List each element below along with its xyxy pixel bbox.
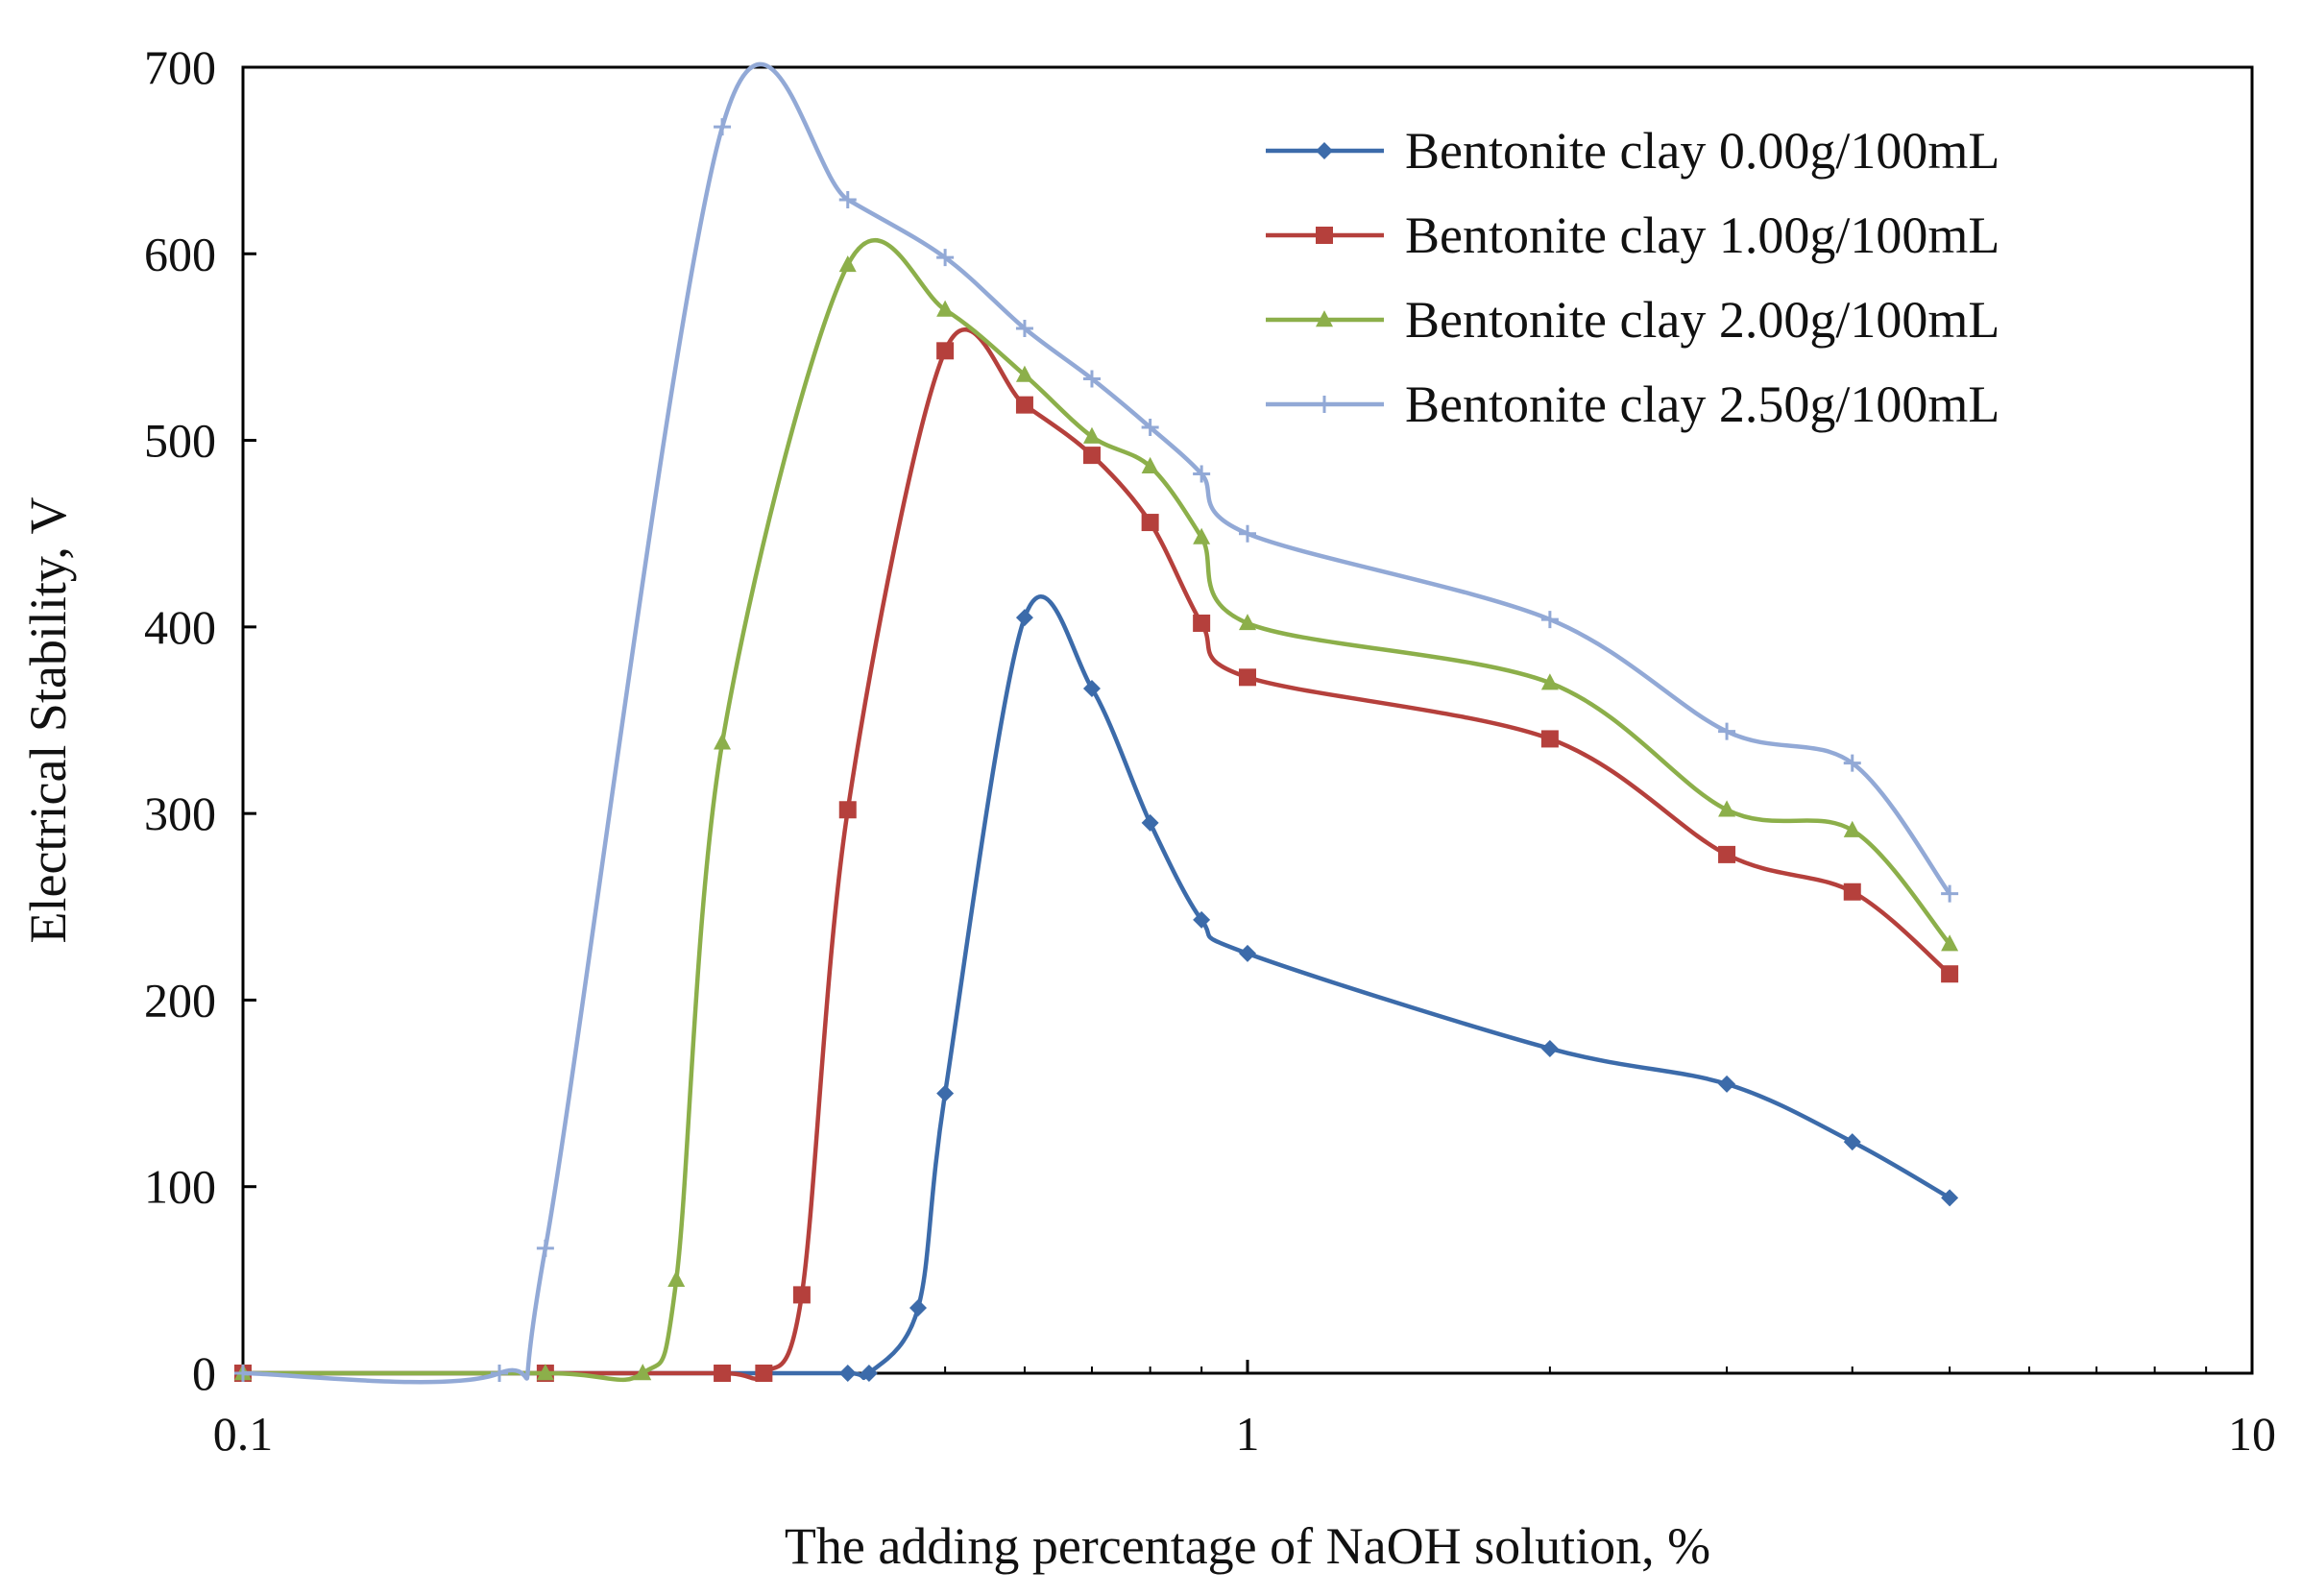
axis-ticks: 0 100 200 300 400 500 600 700 0.1 1 10 [144,40,2276,1461]
data-point-marker [1941,934,1959,952]
data-point-marker [1843,754,1861,772]
data-point-marker [1082,679,1101,697]
data-point-marker [1193,465,1211,483]
series-layer [234,61,1959,1385]
data-point-marker [1540,730,1559,748]
data-point-marker [1718,800,1736,817]
data-point-marker [1239,944,1256,962]
data-point-marker [838,190,857,208]
legend: Bentonite clay 0.00g/100mL Bentonite clay… [1266,122,1999,433]
data-point-marker [755,1365,773,1382]
data-point-marker [936,300,955,317]
y-tick-label: 100 [144,1160,216,1214]
data-point-marker [1015,320,1033,337]
data-point-marker [667,1270,686,1288]
data-point-marker [1015,396,1033,414]
y-tick-label: 500 [144,414,216,468]
data-point-marker [1193,910,1211,929]
data-point-marker [1141,813,1159,832]
data-point-marker [1015,609,1033,627]
data-point-marker [1239,524,1256,543]
data-point-marker [1239,614,1256,631]
data-point-marker [1082,426,1101,444]
data-point-marker [714,118,732,136]
data-point-marker [936,1084,955,1102]
data-point-marker [1316,310,1333,327]
x-axis-title: The adding percentage of NaOH solution, … [785,1517,1710,1575]
data-point-marker [860,1365,878,1382]
data-point-marker [936,249,955,267]
data-point-marker [1540,611,1559,629]
data-point-marker [1316,396,1333,413]
data-point-marker [1082,370,1101,388]
series-line [243,237,1951,1383]
data-point-marker [1239,668,1256,687]
series-3 [234,237,1959,1383]
data-point-marker [234,1365,252,1382]
legend-entry-3: Bentonite clay 2.00g/100mL [1266,291,1999,349]
y-tick-label: 200 [144,973,216,1027]
data-point-marker [536,1239,554,1257]
legend-entry-1: Bentonite clay 0.00g/100mL [1266,122,1999,180]
data-point-marker [634,1364,652,1381]
legend-entry-4: Bentonite clay 2.50g/100mL [1266,375,1999,433]
data-point-marker [909,1299,928,1317]
data-point-marker [714,1365,732,1382]
data-point-marker [536,1364,554,1381]
data-point-marker [838,1365,857,1382]
x-tick-label: 10 [2228,1407,2276,1461]
data-point-marker [1141,514,1159,532]
legend-label: Bentonite clay 2.00g/100mL [1405,291,1999,349]
data-point-marker [1141,418,1159,436]
data-point-marker [491,1365,509,1382]
y-tick-label: 400 [144,600,216,654]
data-point-marker [1843,1133,1861,1151]
series-line [243,327,1951,1382]
y-tick-label: 700 [144,40,216,94]
data-point-marker [1316,227,1333,244]
legend-label: Bentonite clay 2.50g/100mL [1405,375,1999,433]
data-point-marker [1718,1075,1736,1093]
data-point-marker [1316,142,1333,159]
data-point-marker [1843,883,1861,901]
data-point-marker [714,733,732,750]
data-point-marker [1082,447,1101,465]
data-point-marker [1015,365,1033,382]
y-axis-title: Electrical Stability, V [19,497,77,944]
legend-entry-2: Bentonite clay 1.00g/100mL [1266,206,1999,264]
x-tick-label: 0.1 [213,1407,274,1461]
data-point-marker [1718,845,1736,863]
data-point-marker [838,255,857,273]
data-point-marker [936,342,955,360]
data-point-marker [838,801,857,819]
data-point-marker [1193,527,1211,544]
series-4 [234,61,1959,1385]
data-point-marker [1193,614,1211,632]
y-tick-label: 0 [192,1346,216,1400]
data-point-marker [1141,456,1159,473]
data-point-marker [1540,673,1559,690]
data-point-marker [1540,1039,1559,1057]
y-tick-label: 300 [144,786,216,840]
x-tick-label: 1 [1236,1407,1260,1461]
legend-label: Bentonite clay 1.00g/100mL [1405,206,1999,264]
data-point-marker [1718,722,1736,740]
data-point-marker [792,1286,811,1304]
series-line [243,594,1951,1381]
legend-label: Bentonite clay 0.00g/100mL [1405,122,1999,180]
y-tick-label: 600 [144,227,216,280]
data-point-marker [1941,1189,1959,1207]
data-point-marker [1843,820,1861,837]
series-2 [234,327,1959,1382]
data-point-marker [1941,884,1959,903]
data-point-marker [1941,965,1959,983]
series-1 [234,594,1959,1382]
